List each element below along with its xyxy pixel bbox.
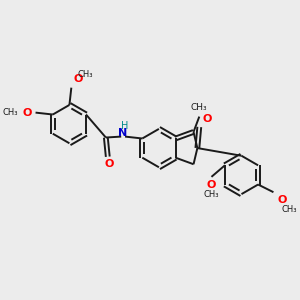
Text: CH₃: CH₃ (191, 103, 208, 112)
Text: CH₃: CH₃ (3, 108, 18, 117)
Text: O: O (207, 179, 216, 190)
Text: O: O (202, 114, 212, 124)
Text: CH₃: CH₃ (281, 205, 297, 214)
Text: O: O (104, 159, 113, 170)
Text: N: N (118, 128, 128, 138)
Text: H: H (121, 121, 129, 131)
Text: O: O (73, 74, 83, 84)
Text: O: O (22, 108, 32, 118)
Text: CH₃: CH₃ (204, 190, 219, 199)
Text: CH₃: CH₃ (77, 70, 93, 79)
Text: O: O (277, 195, 286, 205)
